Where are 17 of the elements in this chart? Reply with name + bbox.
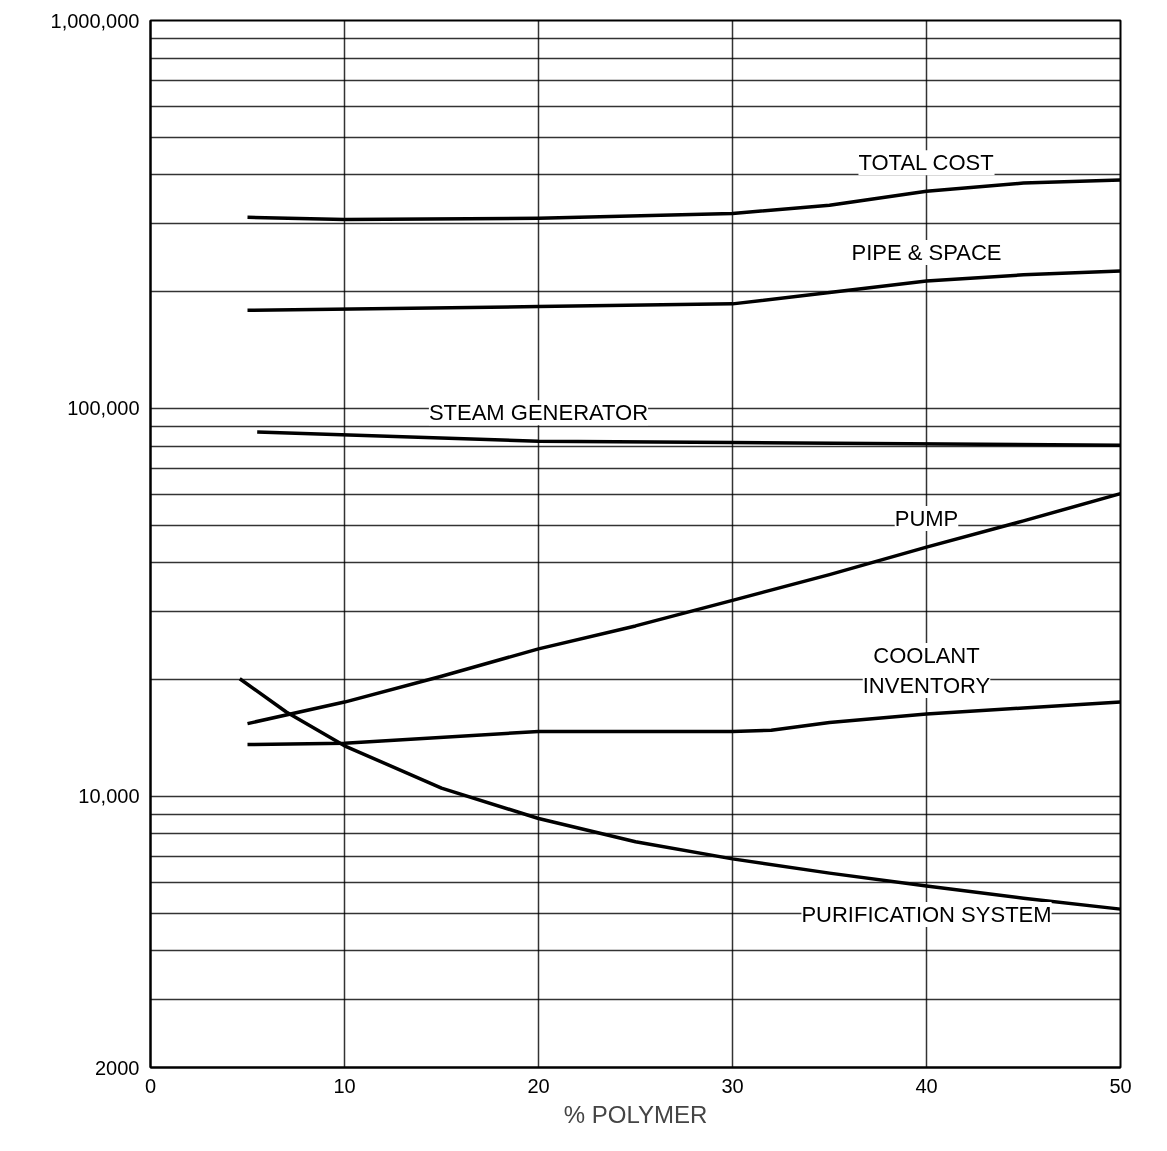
series-label: PIPE & SPACE [851, 240, 1002, 266]
y-tick-label: 2000 [95, 1056, 140, 1079]
y-tick-label: 1,000,000 [50, 9, 140, 32]
y-tick-label: 100,000 [67, 397, 140, 420]
x-tick-label: 20 [527, 1074, 550, 1097]
x-tick-label: 30 [721, 1074, 744, 1097]
series-label: STEAM GENERATOR [428, 400, 649, 426]
x-tick-label: 0 [144, 1074, 157, 1097]
series-label: PURIFICATION SYSTEM [801, 902, 1052, 928]
x-tick-label: 50 [1109, 1074, 1132, 1097]
series-label: PUMP [894, 506, 959, 532]
x-tick-label: 40 [915, 1074, 938, 1097]
series-label: TOTAL COST [858, 150, 994, 176]
series-label: COOLANT INVENTORY [862, 643, 991, 699]
x-axis-title: % POLYMER [563, 1100, 708, 1128]
y-tick-label: 10,000 [78, 785, 140, 808]
x-tick-label: 10 [333, 1074, 356, 1097]
